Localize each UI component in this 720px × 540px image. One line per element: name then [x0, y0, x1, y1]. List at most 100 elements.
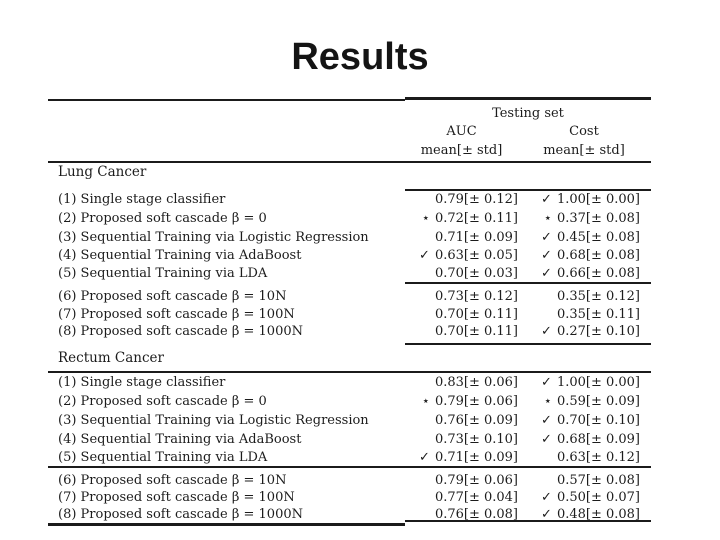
method-label: (5) Sequential Training via LDA — [58, 449, 268, 465]
cost-mark-icon: ✓ — [541, 489, 552, 505]
auc-cell: ✓ 0.63[± 0.05] — [405, 248, 518, 263]
cost-value: 0.63[± 0.12] — [556, 449, 640, 465]
table-row: (4) Sequential Training via AdaBoost 0.7… — [48, 430, 651, 448]
method-label: (4) Sequential Training via AdaBoost — [58, 431, 302, 447]
table-row: (5) Sequential Training via LDA ✓ 0.71[± … — [48, 448, 651, 466]
cost-column-header: Cost — [569, 124, 599, 139]
table-row: (2) Proposed soft cascade β = 0 ⋆ 0.79[± … — [48, 392, 651, 410]
table-row: (6) Proposed soft cascade β = 10N 0.73[±… — [48, 287, 651, 305]
cost-cell: ✓ 1.00[± 0.00] — [528, 192, 640, 207]
cost-cell: ✓ 0.70[± 0.10] — [528, 413, 640, 428]
method-label: (6) Proposed soft cascade β = 10N — [58, 288, 287, 304]
method-label: (2) Proposed soft cascade β = 0 — [58, 210, 267, 226]
table-rule-under-header — [48, 161, 651, 163]
auc-cell: 0.77[± 0.04] — [405, 490, 518, 505]
auc-value: 0.70[± 0.11] — [434, 323, 518, 339]
auc-value: 0.79[± 0.12] — [434, 191, 518, 207]
auc-cell: 0.73[± 0.12] — [405, 289, 518, 304]
table-row: (8) Proposed soft cascade β = 1000N 0.70… — [48, 322, 651, 340]
mean-std-headers: mean[± std] mean[± std] — [405, 142, 651, 160]
cost-cell: ✓ 0.27[± 0.10] — [528, 324, 640, 339]
table-row: (3) Sequential Training via Logistic Reg… — [48, 411, 651, 429]
method-label: (7) Proposed soft cascade β = 100N — [58, 306, 295, 322]
cost-value: 0.66[± 0.08] — [556, 265, 640, 281]
method-label: (8) Proposed soft cascade β = 1000N — [58, 506, 303, 522]
auc-cell: 0.71[± 0.09] — [405, 230, 518, 245]
auc-value: 0.71[± 0.09] — [434, 449, 518, 465]
auc-value: 0.76[± 0.08] — [434, 506, 518, 522]
auc-cell: ⋆ 0.79[± 0.06] — [405, 394, 518, 409]
cost-cell: 0.63[± 0.12] — [528, 450, 640, 465]
table-rule-lung-mid-right — [405, 282, 651, 284]
method-label: (4) Sequential Training via AdaBoost — [58, 247, 302, 263]
auc-value: 0.70[± 0.11] — [434, 306, 518, 322]
table-row: (1) Single stage classifier 0.79[± 0.12]… — [48, 190, 651, 208]
auc-value: 0.79[± 0.06] — [434, 472, 518, 488]
table-rule-top-right — [405, 97, 651, 100]
method-label: (1) Single stage classifier — [58, 191, 226, 207]
table-rule-lung-end-right — [405, 343, 651, 345]
auc-value: 0.73[± 0.12] — [434, 288, 518, 304]
method-label: (2) Proposed soft cascade β = 0 — [58, 393, 267, 409]
cost-mark-icon: ✓ — [541, 247, 552, 263]
cost-value: 0.45[± 0.08] — [556, 229, 640, 245]
table-row: (1) Single stage classifier 0.83[± 0.06]… — [48, 373, 651, 391]
auc-cell: 0.79[± 0.06] — [405, 473, 518, 488]
auc-mark-icon: ✓ — [419, 449, 430, 465]
auc-value: 0.72[± 0.11] — [434, 210, 518, 226]
method-label: (6) Proposed soft cascade β = 10N — [58, 472, 287, 488]
method-label: (3) Sequential Training via Logistic Reg… — [58, 229, 369, 245]
auc-cell: 0.70[± 0.03] — [405, 266, 518, 281]
cost-mark-icon: ✓ — [541, 374, 552, 390]
cost-cell: 0.35[± 0.11] — [528, 307, 640, 322]
results-table: Testing set AUC Cost mean[± std] mean[± … — [48, 97, 651, 530]
cost-mean-std-label: mean[± std] — [543, 143, 625, 158]
cost-mark-icon: ⋆ — [543, 210, 552, 226]
cost-value: 1.00[± 0.00] — [556, 191, 640, 207]
auc-column-header: AUC — [446, 124, 477, 139]
cost-mark-icon: ⋆ — [543, 393, 552, 409]
auc-mark-icon: ⋆ — [421, 210, 430, 226]
cost-value: 1.00[± 0.00] — [556, 374, 640, 390]
table-rule-rectum-mid — [48, 466, 651, 468]
method-label: (7) Proposed soft cascade β = 100N — [58, 489, 295, 505]
cost-cell: ✓ 0.48[± 0.08] — [528, 507, 640, 522]
cost-mark-icon: ✓ — [541, 431, 552, 447]
method-label: (3) Sequential Training via Logistic Reg… — [58, 412, 369, 428]
cost-value: 0.59[± 0.09] — [556, 393, 640, 409]
auc-cell: 0.73[± 0.10] — [405, 432, 518, 447]
table-row: (2) Proposed soft cascade β = 0 ⋆ 0.72[± … — [48, 209, 651, 227]
cost-mark-icon: ✓ — [541, 323, 552, 339]
auc-mark-icon: ✓ — [419, 247, 430, 263]
cost-cell: ✓ 0.50[± 0.07] — [528, 490, 640, 505]
table-rule-top-left — [48, 99, 405, 101]
cost-value: 0.68[± 0.09] — [556, 431, 640, 447]
auc-cell: ⋆ 0.72[± 0.11] — [405, 211, 518, 226]
auc-mean-std-label: mean[± std] — [420, 143, 503, 158]
table-row: (8) Proposed soft cascade β = 1000N 0.76… — [48, 505, 651, 523]
cost-value: 0.57[± 0.08] — [556, 472, 640, 488]
section-label-lung-cancer: Lung Cancer — [58, 164, 147, 180]
table-rule-under-rectum-label — [48, 371, 651, 373]
table-row: (3) Sequential Training via Logistic Reg… — [48, 228, 651, 246]
auc-value: 0.63[± 0.05] — [434, 247, 518, 263]
cost-cell: ✓ 0.45[± 0.08] — [528, 230, 640, 245]
cost-mark-icon: ✓ — [541, 506, 552, 522]
cost-value: 0.68[± 0.08] — [556, 247, 640, 263]
auc-value: 0.76[± 0.09] — [434, 412, 518, 428]
auc-cell: 0.76[± 0.08] — [405, 507, 518, 522]
cost-value: 0.48[± 0.08] — [556, 506, 640, 522]
method-label: (5) Sequential Training via LDA — [58, 265, 268, 281]
auc-mark-icon: ⋆ — [421, 393, 430, 409]
cost-cell: ✓ 0.68[± 0.09] — [528, 432, 640, 447]
auc-value: 0.73[± 0.10] — [434, 431, 518, 447]
cost-cell: ✓ 1.00[± 0.00] — [528, 375, 640, 390]
cost-value: 0.37[± 0.08] — [556, 210, 640, 226]
auc-cell: 0.70[± 0.11] — [405, 324, 518, 339]
cost-cell: 0.57[± 0.08] — [528, 473, 640, 488]
auc-cell: 0.70[± 0.11] — [405, 307, 518, 322]
method-label: (8) Proposed soft cascade β = 1000N — [58, 323, 303, 339]
auc-cell: ✓ 0.71[± 0.09] — [405, 450, 518, 465]
cost-cell: ⋆ 0.59[± 0.09] — [528, 394, 640, 409]
